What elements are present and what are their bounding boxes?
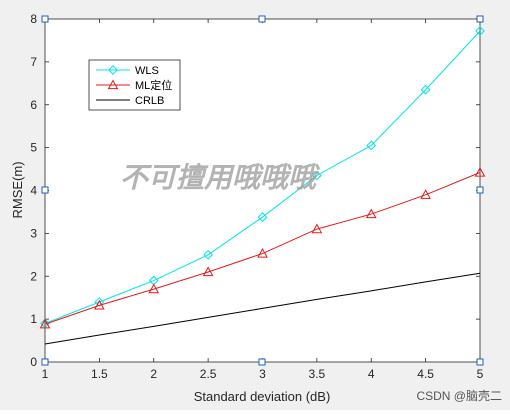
- y-tick-label: 0: [30, 355, 37, 369]
- series-line-wls: [44, 30, 481, 324]
- data-point-wls: [94, 297, 105, 307]
- resize-handle-left[interactable]: [41, 186, 49, 194]
- data-point-wls: [366, 140, 377, 151]
- legend-marker-ml: [107, 79, 119, 90]
- data-point-ml: [311, 223, 323, 234]
- x-axis-ticks: 1 1.5 2 2.5 3 3.5 4 4.5 5: [42, 19, 484, 381]
- data-point-ml: [365, 208, 377, 219]
- resize-handle-bottom-left[interactable]: [41, 358, 49, 366]
- x-axis-label: Standard deviation (dB): [194, 389, 331, 404]
- data-point-wls: [257, 212, 268, 222]
- legend-marker-wls: [108, 65, 118, 75]
- x-tick-label: 4.5: [417, 367, 434, 381]
- data-point-ml: [94, 299, 105, 310]
- series-layer: [39, 26, 486, 345]
- x-tick-label: 5: [477, 367, 484, 381]
- legend-label-wls: WLS: [135, 65, 159, 77]
- y-tick-label: 1: [30, 312, 37, 326]
- y-tick-label: 3: [30, 226, 37, 240]
- y-tick-label: 4: [30, 184, 37, 198]
- data-point-ml: [420, 189, 431, 199]
- data-point-wls: [203, 249, 214, 260]
- resize-handle-right[interactable]: [476, 186, 484, 194]
- resize-handle-bottom[interactable]: [258, 358, 266, 366]
- y-axis-ticks: 0 1 2 3 4 5 6 7 8: [30, 12, 480, 369]
- selection-handles[interactable]: [41, 15, 484, 366]
- x-tick-label: 1.5: [91, 367, 108, 381]
- x-tick-label: 4: [368, 367, 375, 381]
- x-tick-label: 3: [259, 367, 266, 381]
- y-tick-label: 5: [30, 141, 37, 155]
- y-tick-label: 8: [30, 12, 37, 26]
- resize-handle-top-right[interactable]: [476, 15, 484, 23]
- legend-label-crlb: CRLB: [135, 95, 164, 107]
- y-tick-label: 7: [30, 55, 37, 69]
- data-point-ml: [474, 166, 486, 177]
- data-point-ml: [202, 266, 214, 277]
- watermark-text: 不可擅用哦哦哦: [120, 162, 320, 193]
- data-point-wls: [475, 26, 485, 36]
- y-tick-label: 6: [30, 98, 37, 112]
- data-point-ml: [257, 247, 268, 258]
- y-axis-label: RMSE(m): [10, 161, 25, 218]
- series-line-crlb: [44, 272, 481, 345]
- credit-text: CSDN @脑壳二: [416, 389, 502, 403]
- resize-handle-top[interactable]: [258, 15, 266, 23]
- x-tick-label: 1: [42, 367, 49, 381]
- series-line-ml: [44, 172, 481, 325]
- data-point-ml: [148, 283, 160, 294]
- y-tick-label: 2: [30, 269, 37, 283]
- resize-handle-top-left[interactable]: [41, 15, 49, 23]
- x-tick-label: 3.5: [309, 367, 326, 381]
- x-tick-label: 2.5: [200, 367, 217, 381]
- data-point-wls: [420, 84, 431, 95]
- data-point-wls: [311, 170, 322, 181]
- resize-handle-bottom-right[interactable]: [476, 358, 484, 366]
- legend-label-ml: ML定位: [135, 78, 172, 92]
- data-point-ml: [39, 318, 51, 329]
- x-tick-label: 2: [150, 367, 157, 381]
